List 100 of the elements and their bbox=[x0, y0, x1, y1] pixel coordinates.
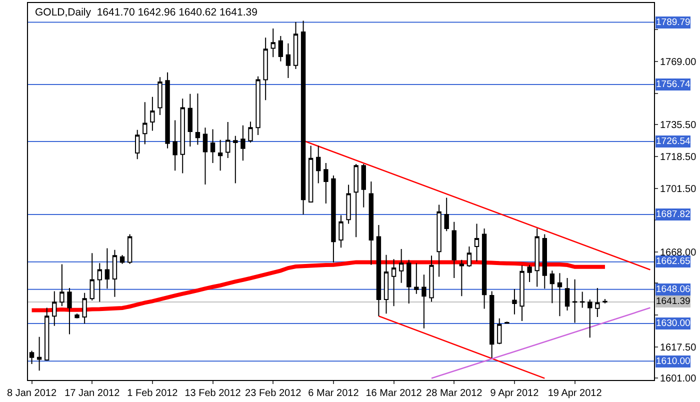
candlestick bbox=[52, 290, 57, 326]
candlestick bbox=[474, 223, 480, 262]
candlestick bbox=[429, 255, 434, 302]
ref-line-label: 1630.00 bbox=[656, 318, 690, 329]
candlestick bbox=[542, 234, 547, 290]
candlestick bbox=[188, 93, 192, 147]
x-tick-label: 16 Mar 2012 bbox=[366, 388, 422, 399]
candlestick bbox=[270, 28, 276, 58]
candlestick bbox=[588, 299, 592, 338]
candlestick bbox=[195, 92, 200, 146]
candlestick bbox=[240, 124, 246, 162]
x-tick-label: 13 Feb 2012 bbox=[184, 388, 242, 399]
candlestick bbox=[520, 264, 524, 322]
candlestick bbox=[497, 318, 502, 345]
candlestick bbox=[172, 120, 178, 172]
candlestick bbox=[414, 262, 419, 294]
candlestick bbox=[331, 174, 336, 264]
candlestick bbox=[36, 336, 42, 372]
y-tick-label: 1617.50 bbox=[660, 342, 697, 354]
candlestick bbox=[60, 264, 64, 307]
candlestick bbox=[233, 135, 238, 184]
candlestick bbox=[466, 246, 472, 268]
candlestick bbox=[278, 35, 284, 62]
ref-line-label: 1662.65 bbox=[656, 256, 690, 267]
candlestick bbox=[361, 163, 366, 208]
candlestick bbox=[384, 254, 389, 314]
candlestick bbox=[346, 184, 351, 224]
candlestick bbox=[422, 274, 426, 329]
candlestick bbox=[406, 259, 412, 304]
candlestick bbox=[452, 221, 456, 279]
candlestick bbox=[376, 224, 382, 317]
candlestick bbox=[308, 145, 314, 203]
x-tick-label: 28 Mar 2012 bbox=[426, 388, 483, 399]
x-tick-label: 17 Jan 2012 bbox=[64, 388, 120, 399]
ref-line-label: 1756.74 bbox=[656, 79, 690, 90]
candlestick bbox=[368, 181, 374, 266]
x-tick-label: 9 Apr 2012 bbox=[490, 388, 540, 399]
y-tick-label: 1769.00 bbox=[660, 56, 697, 68]
candlestick bbox=[44, 307, 50, 362]
x-tick-label: 6 Mar 2012 bbox=[308, 388, 360, 399]
candlestick bbox=[180, 98, 185, 174]
candlestick bbox=[226, 121, 230, 158]
candlestick bbox=[354, 163, 358, 238]
x-tick-label: 8 Jan 2012 bbox=[7, 388, 57, 399]
candlestick bbox=[572, 278, 578, 324]
x-tick-label: 19 Apr 2012 bbox=[548, 388, 602, 399]
candlestick bbox=[202, 127, 208, 186]
candlestick bbox=[564, 278, 570, 311]
candlestick bbox=[112, 249, 118, 298]
y-tick-label: 1601.00 bbox=[660, 374, 697, 385]
ref-line-label: 1648.06 bbox=[656, 284, 690, 295]
candlestick bbox=[444, 197, 449, 232]
x-tick-label: 23 Feb 2012 bbox=[245, 388, 302, 399]
chart-title: GOLD,Daily 1641.70 1642.96 1640.62 1641.39 bbox=[35, 6, 258, 19]
candlestick bbox=[595, 288, 600, 318]
candlestick bbox=[550, 270, 555, 304]
candlestick bbox=[398, 248, 404, 284]
candlestick bbox=[557, 272, 562, 317]
candlestick bbox=[459, 259, 464, 297]
y-tick-label: 1735.50 bbox=[660, 120, 697, 132]
candlestick bbox=[90, 252, 94, 301]
candlestick bbox=[580, 291, 585, 308]
candlestick bbox=[67, 288, 72, 335]
candlestick bbox=[482, 228, 487, 310]
candlestick bbox=[135, 129, 140, 160]
ref-line-label: 1610.00 bbox=[656, 356, 690, 367]
candlestick bbox=[316, 145, 321, 184]
x-tick-label: 1 Feb 2012 bbox=[127, 388, 178, 399]
ref-line-label: 1641.39 bbox=[656, 296, 690, 307]
candlestick bbox=[74, 313, 80, 319]
candlestick bbox=[490, 290, 494, 358]
candlestick bbox=[256, 76, 260, 136]
candlestick bbox=[286, 42, 291, 79]
candlestick bbox=[527, 264, 532, 282]
candlestick bbox=[127, 234, 132, 264]
y-tick-label: 1701.50 bbox=[660, 184, 697, 196]
candlestick bbox=[218, 139, 223, 172]
ref-line-label: 1726.54 bbox=[656, 136, 690, 147]
ref-line-label: 1687.82 bbox=[656, 209, 690, 220]
ref-line-label: 1789.79 bbox=[656, 17, 690, 28]
candlestick bbox=[120, 254, 125, 264]
candlestick bbox=[142, 102, 148, 145]
candlestick bbox=[248, 121, 253, 143]
candlestick bbox=[338, 214, 344, 248]
candlestick bbox=[534, 228, 540, 288]
candlestick bbox=[602, 298, 608, 304]
candlestick bbox=[324, 162, 328, 204]
candlestick bbox=[165, 72, 170, 149]
candlestick bbox=[293, 22, 298, 70]
candlestick bbox=[104, 248, 110, 290]
candlestick bbox=[300, 20, 306, 215]
candlestick bbox=[210, 128, 216, 164]
candlestick bbox=[150, 96, 155, 132]
y-tick-label: 1718.50 bbox=[660, 152, 697, 164]
candlestick bbox=[391, 258, 396, 307]
candlestick bbox=[263, 37, 268, 101]
line-series bbox=[30, 260, 607, 312]
candlestick bbox=[97, 262, 102, 302]
candlestick bbox=[436, 204, 442, 278]
candlestick bbox=[158, 76, 162, 116]
